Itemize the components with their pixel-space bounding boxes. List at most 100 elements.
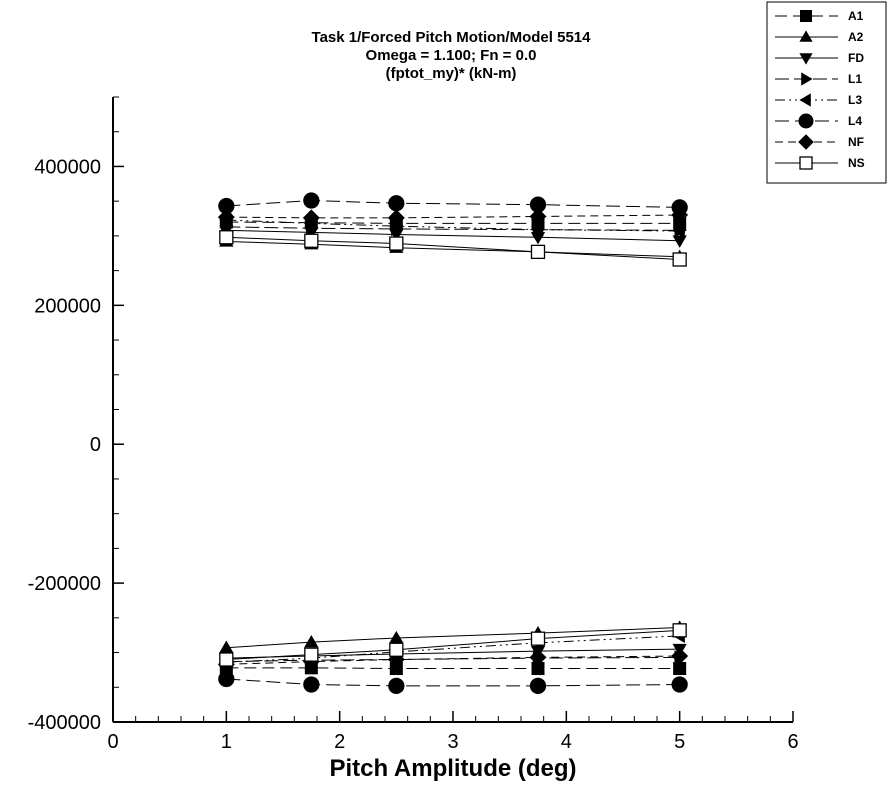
data-point bbox=[530, 244, 546, 260]
axes-layer: 0 1 2 3 4 5 6 -400000 -200000 0 200000 400000 bbox=[28, 96, 799, 753]
legend-marker bbox=[798, 113, 814, 129]
legend-label: NS bbox=[848, 156, 865, 170]
legend-item-a2: A2 bbox=[775, 30, 864, 44]
data-point bbox=[673, 662, 687, 676]
data-point bbox=[530, 631, 546, 646]
legend-marker bbox=[799, 53, 813, 65]
legend-box bbox=[766, 1, 887, 184]
data-point bbox=[217, 208, 235, 226]
data-point bbox=[219, 230, 234, 245]
series-line-upper bbox=[226, 226, 680, 231]
data-point bbox=[389, 236, 404, 251]
legend-label: A2 bbox=[848, 30, 864, 44]
series-line-upper bbox=[226, 199, 680, 208]
title-line-1: Task 1/Forced Pitch Motion/Model 5514 bbox=[312, 29, 592, 46]
legend-marker bbox=[799, 93, 811, 107]
x-tick-label: 2 bbox=[334, 731, 345, 753]
legend-label: NF bbox=[848, 135, 864, 149]
legend-item-nf: NF bbox=[775, 134, 864, 150]
series-line-lower bbox=[226, 648, 680, 659]
legend-marker bbox=[800, 10, 812, 22]
data-point bbox=[218, 197, 235, 215]
series-line-upper bbox=[226, 219, 680, 232]
series-line-lower bbox=[226, 667, 680, 670]
x-axis-title: Pitch Amplitude (deg) bbox=[329, 755, 576, 782]
data-point bbox=[531, 662, 545, 676]
data-point bbox=[672, 623, 687, 638]
data-point bbox=[529, 648, 547, 666]
legend-item-l3: L3 bbox=[775, 93, 862, 107]
data-point bbox=[388, 195, 405, 212]
y-tick-label: -400000 bbox=[28, 712, 101, 734]
y-tick-label: 400000 bbox=[34, 156, 101, 178]
data-point bbox=[672, 235, 687, 248]
series-l1 bbox=[221, 219, 687, 669]
series-line-upper bbox=[226, 214, 680, 219]
data-point bbox=[672, 252, 687, 267]
data-point bbox=[672, 223, 685, 239]
data-point bbox=[530, 222, 544, 237]
data-point bbox=[529, 677, 547, 695]
legend-label: A1 bbox=[848, 9, 864, 23]
series-line-upper bbox=[226, 229, 680, 242]
plot-area: 0 1 2 3 4 5 6 -400000 -200000 0 200000 400000 bbox=[28, 96, 799, 753]
data-point bbox=[302, 209, 320, 227]
data-point bbox=[389, 642, 404, 657]
legend-marker bbox=[801, 72, 813, 86]
series-line-upper bbox=[226, 236, 680, 260]
y-tick-label: -200000 bbox=[28, 573, 101, 595]
series-line-lower bbox=[226, 627, 680, 649]
legend-item-l1: L1 bbox=[775, 72, 862, 86]
legend-label: FD bbox=[848, 51, 864, 65]
data-point bbox=[218, 670, 235, 688]
legend-label: L4 bbox=[848, 114, 862, 128]
legend-item-l4: L4 bbox=[775, 113, 862, 129]
series-line-upper bbox=[226, 240, 680, 258]
series-a2 bbox=[219, 234, 687, 653]
series-line-lower bbox=[226, 629, 680, 660]
data-point bbox=[389, 630, 404, 644]
title-line-2: Omega = 1.100; Fn = 0.0 bbox=[366, 47, 537, 64]
series-fd bbox=[219, 225, 687, 666]
data-point bbox=[304, 233, 319, 248]
data-point bbox=[219, 640, 234, 653]
series-l3 bbox=[219, 212, 685, 670]
data-point bbox=[529, 207, 547, 225]
legend-item-ns: NS bbox=[775, 156, 865, 170]
data-point bbox=[529, 196, 547, 213]
series-line-lower bbox=[226, 678, 680, 687]
legend-marker bbox=[798, 134, 814, 150]
legend-item-a1: A1 bbox=[775, 9, 864, 23]
x-tick-label: 5 bbox=[674, 731, 685, 753]
x-tick-label: 0 bbox=[107, 731, 118, 753]
title-line-3: (fptot_my)* (kN-m) bbox=[386, 65, 517, 82]
x-tick-label: 3 bbox=[447, 731, 458, 753]
data-point bbox=[387, 209, 405, 227]
data-point bbox=[671, 647, 689, 665]
x-tick-label: 6 bbox=[787, 731, 798, 753]
series-nf bbox=[217, 206, 689, 673]
legend: A1 A2 FD L1 L3 L4 NF NS bbox=[766, 1, 887, 184]
data-point bbox=[303, 676, 320, 693]
data-point bbox=[671, 206, 689, 224]
x-tick-label: 1 bbox=[221, 731, 232, 753]
legend-marker bbox=[799, 156, 813, 170]
legend-item-fd: FD bbox=[775, 51, 864, 65]
data-point bbox=[388, 677, 405, 695]
data-point bbox=[303, 192, 320, 209]
data-point bbox=[671, 676, 688, 693]
series-l4 bbox=[218, 192, 688, 695]
chart-title: Task 1/Forced Pitch Motion/Model 5514 Om… bbox=[312, 29, 592, 82]
x-tick-label: 4 bbox=[561, 731, 572, 753]
data-point bbox=[304, 647, 319, 662]
series-line-upper bbox=[226, 221, 680, 224]
data-point bbox=[304, 634, 319, 648]
series-a1 bbox=[219, 215, 687, 676]
legend-label: L1 bbox=[848, 72, 862, 86]
series-ns bbox=[219, 230, 687, 667]
series-line-lower bbox=[226, 656, 680, 663]
y-tick-label: 200000 bbox=[34, 295, 101, 317]
y-tick-label: 0 bbox=[90, 434, 101, 456]
data-point bbox=[219, 652, 234, 667]
